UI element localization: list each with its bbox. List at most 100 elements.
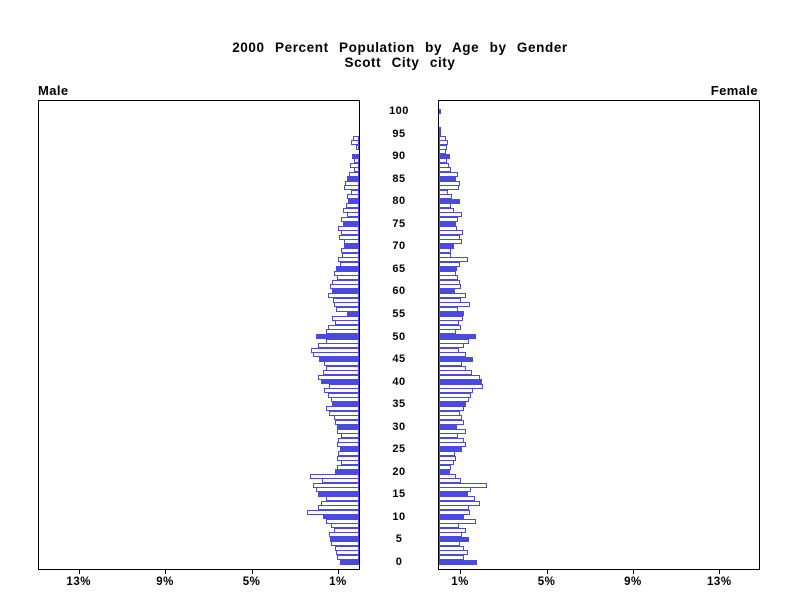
female-bar-age-45 [439,356,473,362]
female-bar-age-91 [439,149,446,155]
female-bar-age-39 [439,383,484,389]
female-bar-age-27 [439,437,465,443]
male-bar-age-19 [310,473,359,479]
female-pct-tick-9 [632,570,634,574]
female-bar-age-18 [439,478,462,484]
age-tick-label-70: 70 [392,240,406,253]
male-bar-age-55 [347,311,359,317]
female-bar-age-56 [439,306,458,312]
female-bar-age-29 [439,428,466,434]
male-bar-age-21 [336,464,359,470]
male-bar-age-4 [331,541,359,547]
female-bar-age-84 [439,180,460,186]
male-bar-age-13 [321,500,359,506]
male-bar-age-84 [344,180,359,186]
male-bar-age-65 [336,266,359,272]
female-bar-age-5 [439,536,469,542]
male-bar-age-68 [341,252,359,258]
male-bar-age-52 [328,324,359,330]
male-bar-age-77 [346,212,359,218]
female-bar-age-71 [439,239,463,245]
female-bar-age-31 [439,419,465,425]
female-bar-age-28 [439,433,458,439]
male-bar-age-9 [325,518,359,524]
female-bar-age-87 [439,167,452,173]
female-bar-age-14 [439,496,475,502]
female-bar-age-80 [439,198,461,204]
male-bar-age-74 [338,225,359,231]
male-bar-age-58 [333,297,359,303]
female-bar-age-16 [439,487,472,493]
age-tick-label-25: 25 [392,443,406,456]
male-bar-age-29 [337,428,359,434]
age-tick-label-55: 55 [392,307,406,320]
age-tick-label-20: 20 [392,465,406,478]
male-bar-age-92 [355,144,359,150]
female-bar-age-13 [439,500,480,506]
male-bar-age-26 [337,442,359,448]
male-pct-label-5: 5% [242,576,261,588]
female-bar-age-78 [439,207,454,213]
female-bar-age-61 [439,284,462,290]
female-bar-age-73 [439,230,463,236]
male-bar-age-80 [348,198,359,204]
age-tick-label-80: 80 [392,195,406,208]
male-bar-age-44 [324,361,359,367]
female-bar-age-43 [439,365,467,371]
female-bar-age-96 [439,126,441,132]
male-bar-age-48 [317,343,359,349]
male-bar-age-60 [331,288,359,294]
male-bar-age-79 [345,203,359,209]
male-bar-age-45 [319,356,359,362]
female-bar-age-44 [439,361,463,367]
male-bar-age-93 [350,140,359,146]
female-bar-age-72 [439,234,460,240]
male-bar-age-31 [335,419,359,425]
male-bar-age-12 [317,505,359,511]
male-bar-age-6 [329,532,359,538]
female-bar-age-85 [439,176,456,182]
male-bar-age-85 [347,176,359,182]
male-pct-tick-9 [165,570,167,574]
female-bar-age-50 [439,334,477,339]
male-bar-age-11 [307,509,359,515]
male-bar-age-83 [344,185,359,191]
female-bar-age-7 [439,527,466,533]
male-bar-age-89 [354,158,359,164]
male-bar-age-18 [322,478,359,484]
chart-title: 2000 Percent Population by Age by Gender [232,40,568,55]
male-bar-age-82 [351,189,359,195]
female-bar-age-86 [439,171,458,177]
male-bar-age-66 [339,261,359,267]
female-bar-age-60 [439,288,455,294]
female-bar-age-32 [439,415,463,421]
male-bar-age-76 [340,216,359,222]
male-bar-age-54 [332,315,359,321]
female-bar-age-21 [439,464,452,470]
male-bar-age-39 [329,383,359,389]
male-bar-age-22 [340,460,359,466]
female-bars-panel [438,100,760,570]
male-bar-age-62 [331,279,359,285]
male-bar-age-61 [329,284,359,290]
female-bar-age-12 [439,505,469,511]
male-bar-age-1 [336,554,359,560]
female-bar-age-36 [439,397,469,403]
female-bar-age-51 [439,329,457,335]
male-bar-age-34 [326,406,359,412]
male-bar-age-64 [333,270,359,276]
female-bar-age-2 [439,550,468,556]
female-bar-age-52 [439,324,462,330]
age-tick-label-15: 15 [392,488,406,501]
female-bar-age-83 [439,185,459,191]
female-bar-age-59 [439,293,467,299]
female-bar-age-92 [439,144,447,150]
male-bar-age-47 [310,347,359,353]
female-bar-age-41 [439,374,480,380]
male-bar-age-81 [346,194,359,200]
age-tick-label-40: 40 [392,375,406,388]
male-bar-age-23 [337,455,359,461]
female-bar-age-1 [439,554,465,560]
female-bar-age-64 [439,270,457,276]
